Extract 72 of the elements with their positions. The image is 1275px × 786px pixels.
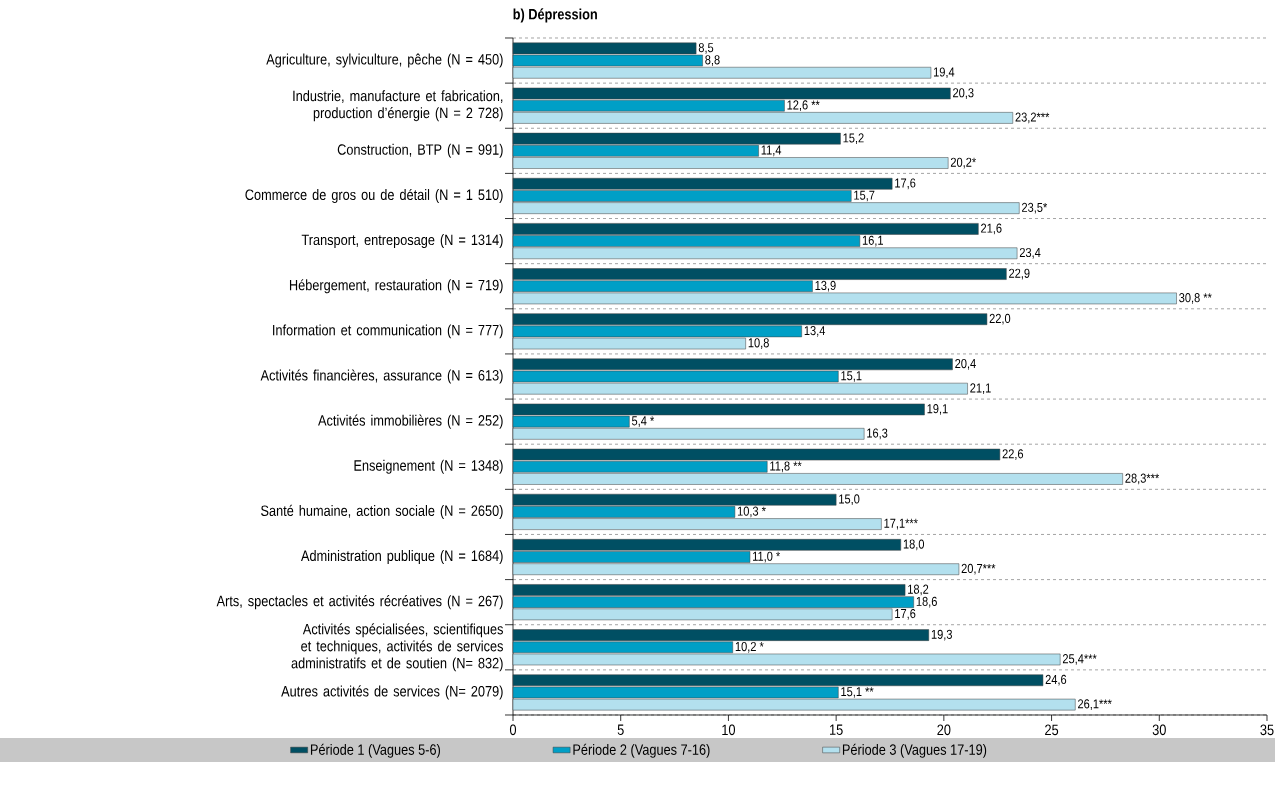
data-label: 22,6 xyxy=(1002,449,1024,460)
data-label: 20,3 xyxy=(953,88,974,99)
data-label: 18,0 xyxy=(903,539,925,551)
data-label: 15,7 xyxy=(854,190,875,202)
data-label: 11,0 * xyxy=(753,551,781,563)
data-label: 15,1 xyxy=(841,371,862,382)
data-label: 18,2 xyxy=(908,584,929,596)
data-label: 23,5* xyxy=(1022,202,1048,214)
y-tick-label: Activités spécialisées, scientifiques et techniques, activités de services administratifs et de soutien (N= 832) xyxy=(291,623,503,672)
data-label: 25,4*** xyxy=(1062,654,1097,665)
data-label: 19,1 xyxy=(927,404,948,415)
data-label: 8,8 xyxy=(705,55,720,66)
chart-title: b) Dépression xyxy=(513,8,597,23)
data-label: 23,4 xyxy=(1019,247,1041,259)
x-tick-label: 0 xyxy=(509,724,517,736)
legend-label: Période 3 (Vagues 17-19) xyxy=(842,743,987,758)
data-label: 19,4 xyxy=(933,67,955,79)
data-label: 28,3*** xyxy=(1125,473,1160,485)
x-tick-label: 5 xyxy=(617,724,624,735)
y-tick-label: Activités immobilières (N = 252) xyxy=(318,414,503,429)
y-tick-label: Santé humaine, action sociale (N = 2650) xyxy=(261,504,503,519)
y-tick-label: Commerce de gros ou de détail (N = 1 510) xyxy=(245,188,503,204)
data-label: 18,6 xyxy=(916,596,937,608)
data-label: 10,2 * xyxy=(735,641,764,653)
data-label: 24,6 xyxy=(1045,674,1067,686)
data-label: 19,3 xyxy=(931,629,952,641)
data-label: 13,9 xyxy=(815,280,836,292)
y-tick-label: Autres activités de services (N= 2079) xyxy=(281,685,503,700)
y-tick-label: Activités financières, assurance (N = 613) xyxy=(260,369,503,384)
data-label: 16,3 xyxy=(867,428,888,440)
data-label: 8,5 xyxy=(698,43,714,54)
data-label: 22,0 xyxy=(989,313,1011,325)
data-label: 20,4 xyxy=(955,358,976,370)
y-tick-label: Information et communication (N = 777) xyxy=(273,324,503,339)
data-label: 20,7*** xyxy=(961,563,996,575)
data-label: 26,1*** xyxy=(1078,699,1112,710)
data-label: 15,1 ** xyxy=(841,687,874,698)
data-label: 17,6 xyxy=(895,178,916,190)
y-tick-label: Administration publique (N = 1684) xyxy=(301,550,503,565)
y-tick-label: Enseignement (N = 1348) xyxy=(354,459,503,474)
data-label: 12,6 ** xyxy=(787,100,820,112)
y-tick-label: Transport, entreposage (N = 1314) xyxy=(301,234,503,249)
x-tick-label: 20 xyxy=(937,724,951,736)
legend-label: Période 2 (Vagues 7-16) xyxy=(573,743,710,758)
x-tick-label: 30 xyxy=(1152,724,1166,736)
data-label: 21,1 xyxy=(970,383,991,395)
data-label: 11,8 ** xyxy=(770,461,802,473)
data-label: 22,9 xyxy=(1009,268,1030,280)
data-label: 17,6 xyxy=(895,608,916,620)
x-tick-label: 15 xyxy=(830,724,843,735)
data-label: 10,8 xyxy=(748,338,769,349)
x-tick-label: 35 xyxy=(1260,724,1274,736)
y-tick-label: Industrie, manufacture et fabrication, production d’énergie (N = 2 728) xyxy=(293,90,503,122)
data-label: 11,4 xyxy=(761,145,782,157)
data-label: 30,8 ** xyxy=(1179,293,1212,304)
data-label: 5,4 * xyxy=(631,416,655,427)
x-tick-label: 25 xyxy=(1045,724,1059,736)
data-label: 23,2*** xyxy=(1015,112,1050,124)
x-tick-label: 10 xyxy=(722,724,736,736)
data-label: 17,1*** xyxy=(884,518,918,530)
data-label: 10,3 * xyxy=(737,506,766,518)
y-tick-label: Arts, spectacles et activités récréatives (N = 267) xyxy=(216,595,503,610)
data-label: 20,2* xyxy=(950,157,976,169)
legend-label: Période 1 (Vagues 5-6) xyxy=(310,743,440,758)
data-label: 15,2 xyxy=(843,133,864,145)
y-tick-label: Hébergement, restauration (N = 719) xyxy=(289,279,503,294)
data-label: 13,4 xyxy=(804,325,826,337)
data-label: 21,6 xyxy=(981,223,1002,235)
data-label: 15,0 xyxy=(839,494,860,506)
y-tick-label: Construction, BTP (N = 991) xyxy=(337,143,503,158)
data-label: 16,1 xyxy=(862,235,884,247)
y-tick-label: Agriculture, sylviculture, pêche (N = 450) xyxy=(266,53,503,68)
